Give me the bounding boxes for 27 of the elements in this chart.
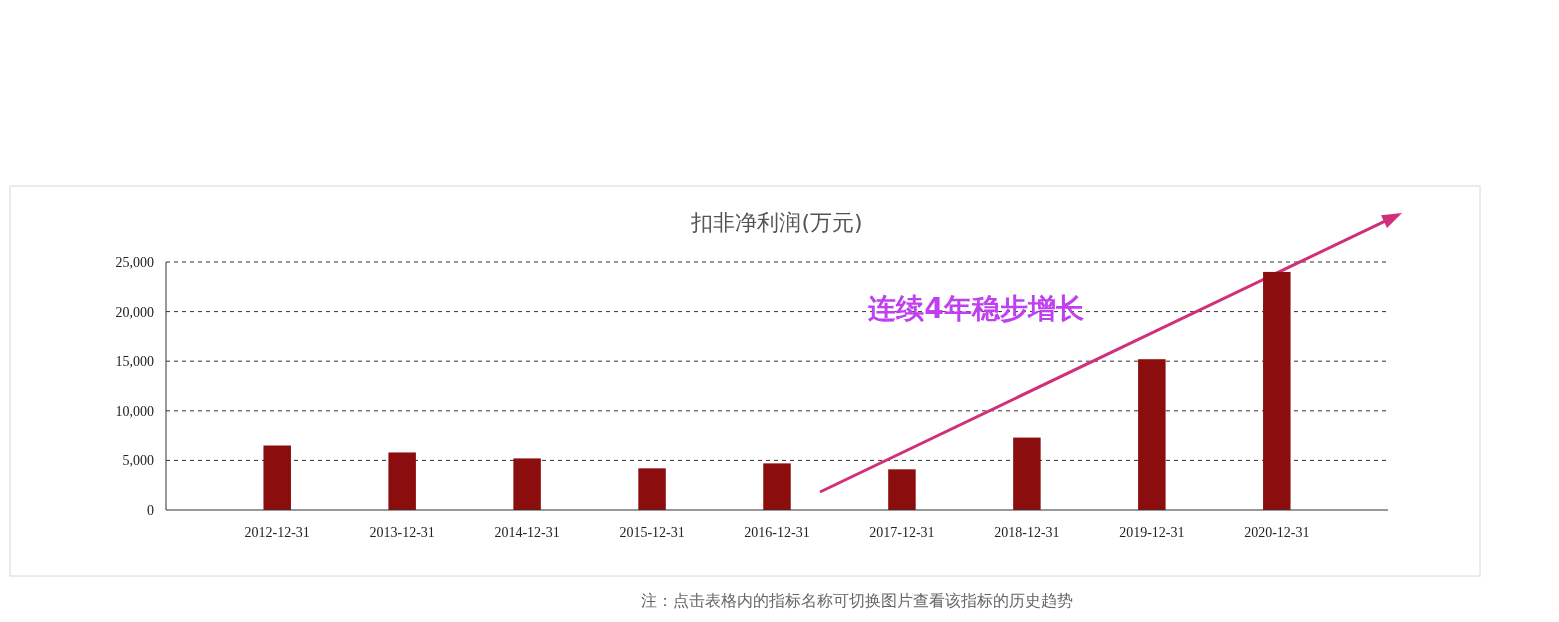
bar	[1138, 359, 1166, 510]
bar	[763, 463, 791, 510]
bar	[263, 445, 291, 510]
bar	[388, 452, 416, 510]
x-tick-label: 2018-12-31	[994, 525, 1060, 540]
chart-title: 扣非净利润(万元)	[690, 210, 863, 235]
x-tick-label: 2016-12-31	[744, 525, 810, 540]
y-tick-label: 15,000	[115, 354, 154, 370]
x-tick-label: 2019-12-31	[1119, 525, 1185, 540]
y-tick-label: 5,000	[122, 453, 154, 469]
bar	[638, 468, 666, 510]
x-tick-label: 2012-12-31	[244, 525, 310, 540]
x-tick-label: 2015-12-31	[619, 525, 685, 540]
x-tick-label: 2020-12-31	[1244, 525, 1310, 540]
y-tick-label: 0	[147, 503, 154, 518]
y-tick-label: 20,000	[115, 304, 154, 320]
annotation: 连续4年稳步增长	[867, 292, 1084, 325]
bar	[888, 469, 916, 510]
y-tick-label: 25,000	[115, 255, 154, 270]
x-tick-label: 2013-12-31	[369, 525, 435, 540]
bar	[1263, 271, 1291, 510]
x-tick-label: 2017-12-31	[869, 525, 935, 540]
y-tick-label: 10,000	[115, 403, 154, 419]
text: 注：点击表格内的指标名称可切换图片查看该指标的历史趋势	[641, 591, 1073, 610]
bar	[1013, 437, 1041, 510]
bar	[513, 458, 541, 510]
x-tick-label: 2014-12-31	[494, 525, 560, 540]
